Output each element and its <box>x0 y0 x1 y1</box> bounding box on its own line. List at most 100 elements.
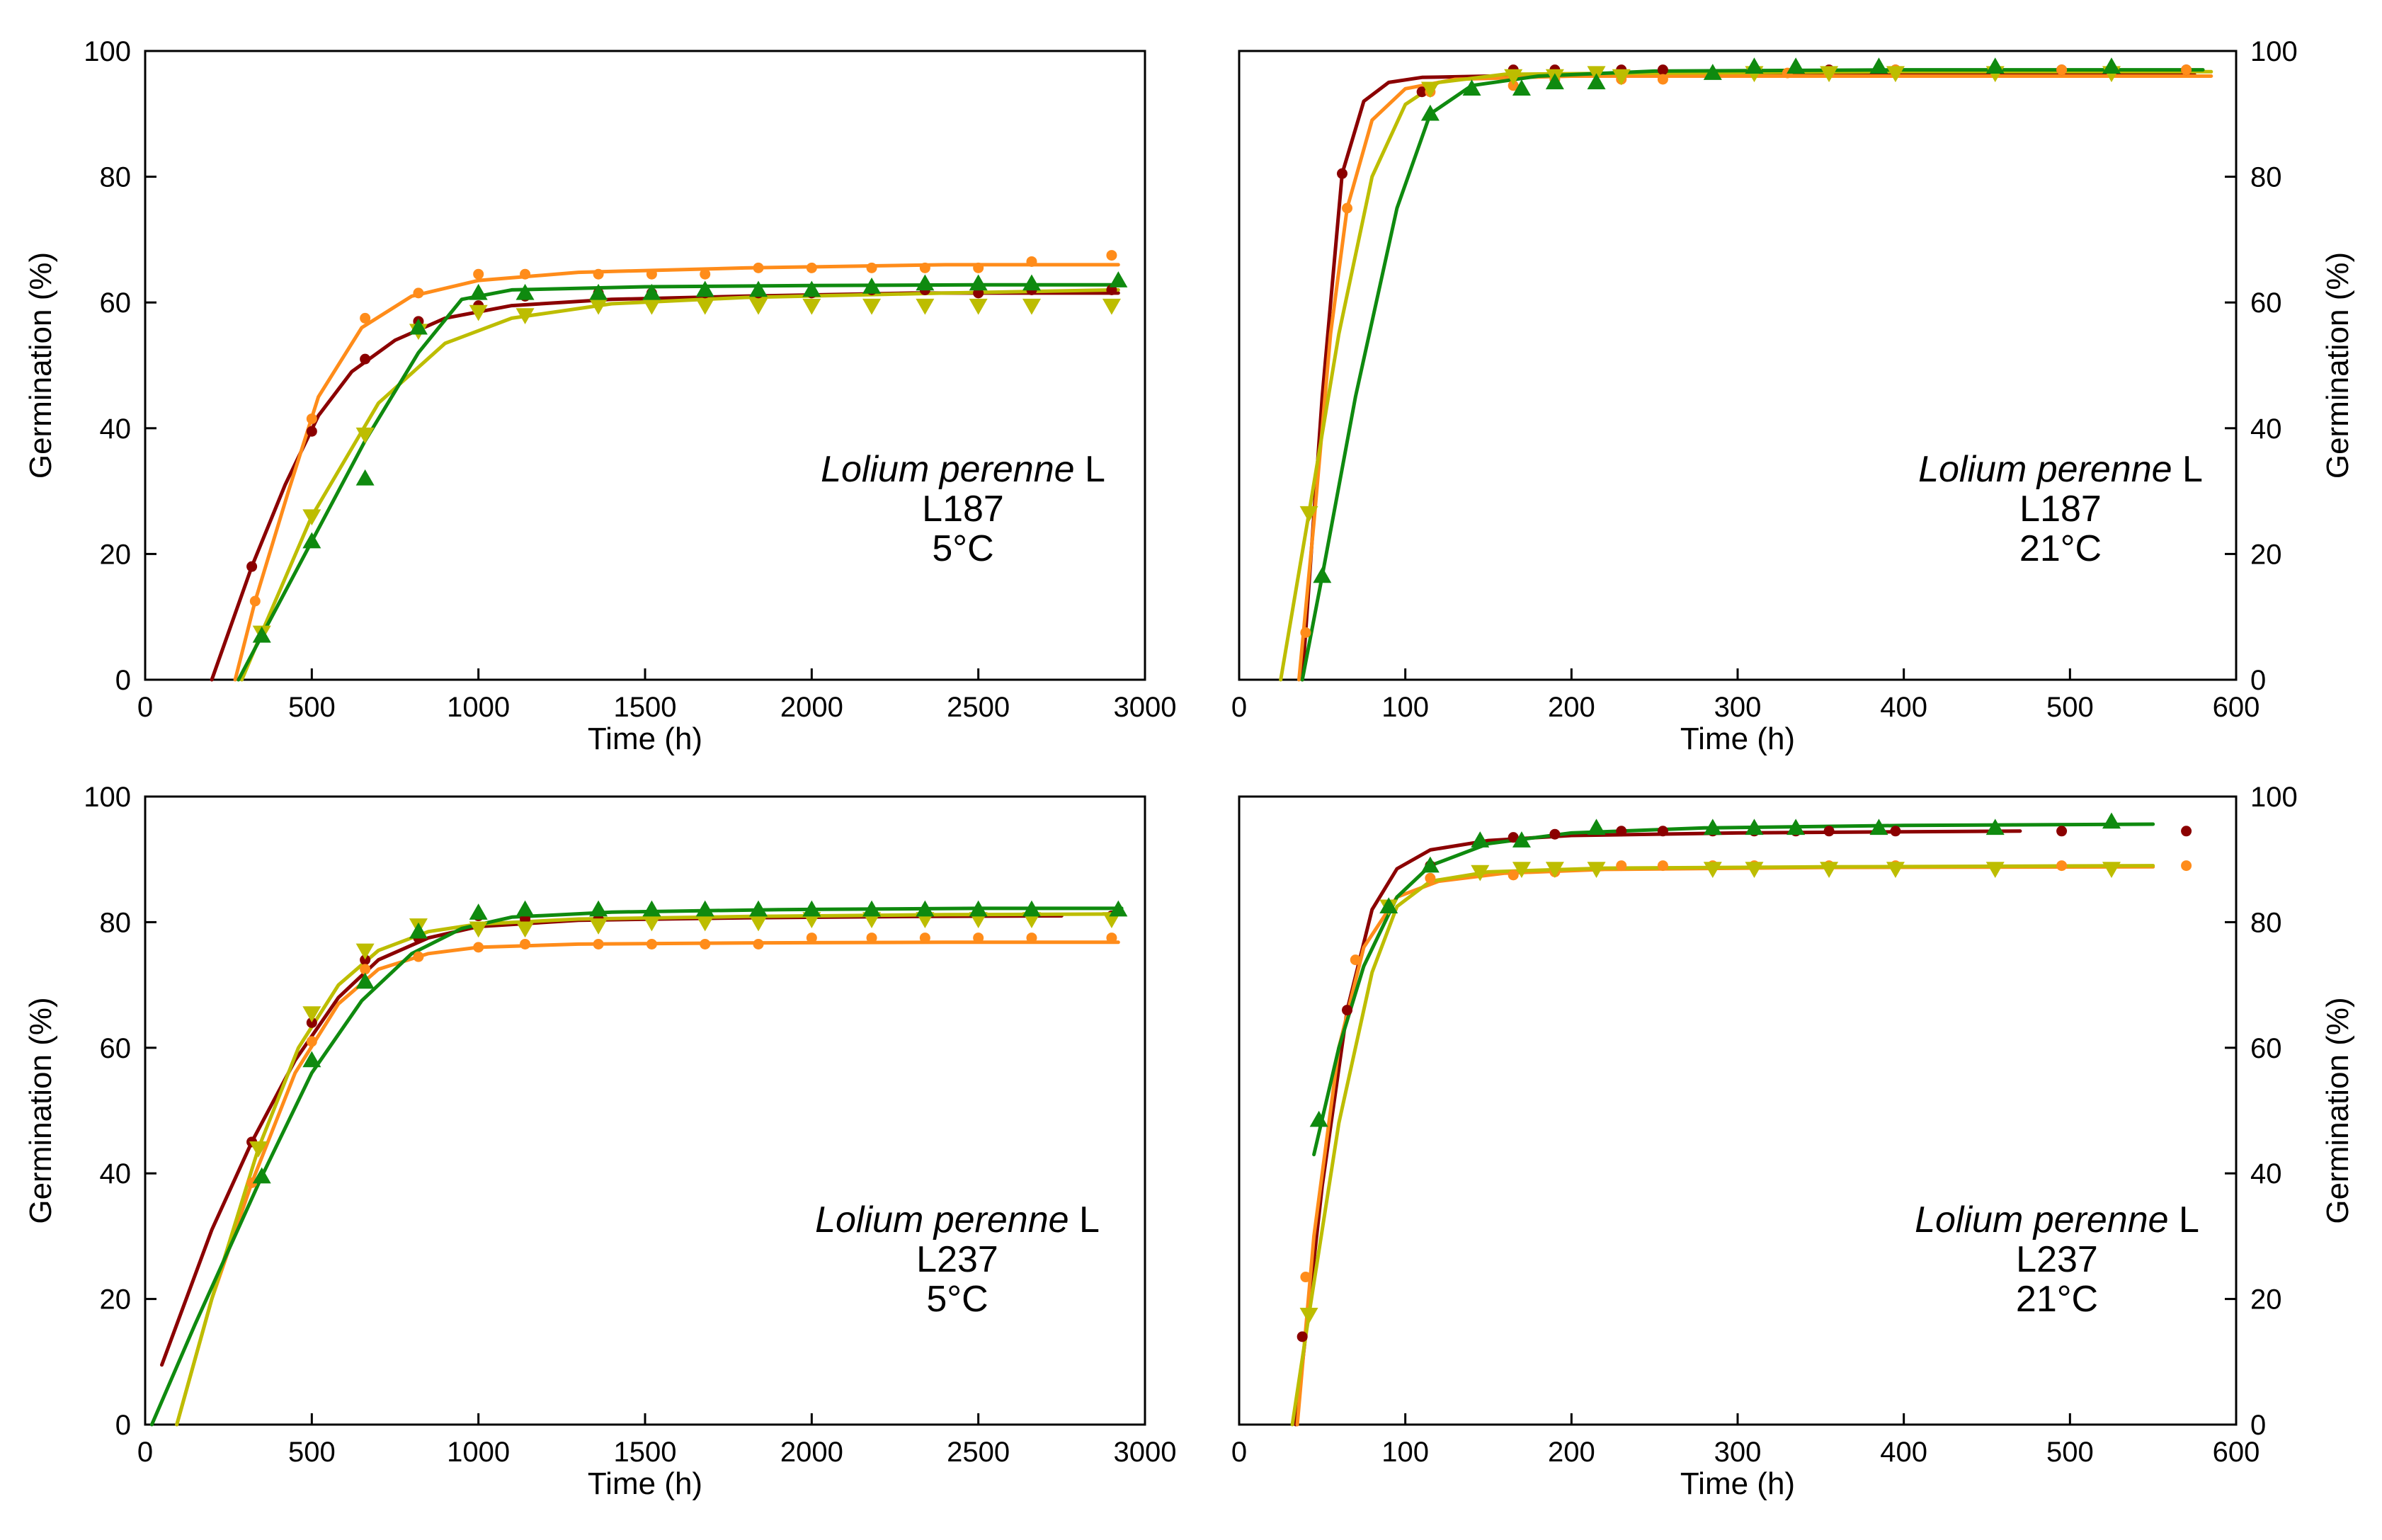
chart-3-series-green-point-8 <box>642 900 661 917</box>
chart-3-series-green-point-13 <box>916 900 935 917</box>
chart-2-x-tick-label-500: 500 <box>2046 692 2094 723</box>
chart-4-series-dark-red-point-5 <box>1549 828 1561 840</box>
chart-1-series-yellow-green-point-10 <box>749 298 768 315</box>
chart-4-x-tick-label-200: 200 <box>1548 1437 1595 1468</box>
chart-1-x-tick-label-0: 0 <box>137 692 153 723</box>
chart-3-series-orange-point-16 <box>1106 932 1117 944</box>
chart-1-series-orange-point-3 <box>360 312 371 324</box>
chart-panel-1: 0 500 1000 1500 2000 2500 3000 0 20 40 60 80 100 Time… <box>23 36 1176 756</box>
chart-3-series-orange-point-13 <box>919 932 930 944</box>
chart-4-series-yellow-green-point-9 <box>1820 862 1839 879</box>
chart-2-plot-frame <box>1238 50 2238 681</box>
chart-3-series-yellow-green-point-9 <box>695 915 714 932</box>
chart-1-series-green-point-13 <box>916 274 935 291</box>
chart-4-series-yellow-green-point-7 <box>1703 862 1722 879</box>
chart-1-series-orange-point-2 <box>306 413 317 424</box>
chart-3-series-orange-point-5 <box>473 942 484 953</box>
chart-panel-3: 0 500 1000 1500 2000 2500 3000 0 20 40 60 80 100 Time… <box>23 782 1176 1501</box>
chart-3-series-orange-point-4 <box>413 951 424 962</box>
chart-4-series-yellow-green-point-6 <box>1587 862 1606 879</box>
chart-2-title-line: L187 <box>2019 489 2102 530</box>
chart-2-x-axis-label: Time (h) <box>1680 721 1795 756</box>
chart-3-y-axis-label: Germination (%) <box>23 997 58 1224</box>
chart-1-series-green-point-7 <box>589 283 608 300</box>
chart-2-series-dark-red-curve <box>1300 73 2196 682</box>
chart-2-series-green-point-10 <box>1869 57 1888 74</box>
chart-1-y-tick-label-40: 40 <box>100 413 132 445</box>
chart-1-y-tick-label-80: 80 <box>100 162 132 193</box>
chart-1-series-orange-point-11 <box>806 262 817 273</box>
chart-4-series-dark-red-point-13 <box>2056 826 2068 837</box>
chart-1-series-yellow-green-point-3 <box>355 427 375 444</box>
chart-3-series-yellow-green-curve <box>175 912 1120 1427</box>
chart-3-series-orange-point-1 <box>246 1177 258 1189</box>
chart-3-y-tick-label-0: 0 <box>115 1410 131 1441</box>
chart-4-series-green-point-9 <box>1786 819 1806 835</box>
chart-1-x-tick-label-1500: 1500 <box>614 692 677 723</box>
chart-3-series-yellow-green-point-7 <box>589 918 608 935</box>
chart-3-series-green-point-6 <box>515 900 535 917</box>
chart-2-y-tick-label-100: 100 <box>2250 36 2298 67</box>
chart-1-y-axis-label: Germination (%) <box>23 252 58 479</box>
chart-1-series-green-point-15 <box>1022 274 1041 291</box>
chart-3-series-green-point-11 <box>802 900 821 917</box>
chart-4-title-species-name: Lolium perenne <box>1915 1199 2168 1240</box>
chart-4-series-green-curve <box>1312 822 2155 1157</box>
chart-1-series-green-point-3 <box>355 469 375 486</box>
chart-2-series-orange-point-7 <box>1657 74 1668 85</box>
chart-4-series-orange-point-4 <box>1508 869 1519 881</box>
chart-3-title-temperature: 5°C <box>926 1279 988 1320</box>
chart-4-x-tick-label-100: 100 <box>1381 1437 1429 1468</box>
chart-2-series-green-point-11 <box>1985 57 2005 74</box>
chart-1-series-yellow-green-point-2 <box>302 509 321 526</box>
chart-4-series-dark-red-point-12 <box>1890 826 1901 837</box>
chart-1-x-tick-label-1000: 1000 <box>447 692 510 723</box>
chart-1-series-yellow-green-curve <box>240 287 1120 682</box>
chart-3-series-green-point-5 <box>469 903 488 920</box>
chart-1-series-green-point-1 <box>252 626 271 643</box>
chart-1-series-yellow-green-point-9 <box>695 298 714 315</box>
chart-4-y-tick-label-80: 80 <box>2250 907 2282 938</box>
chart-4-series-orange-curve <box>1295 865 2155 1427</box>
chart-3-series-dark-red-point-2 <box>306 1017 317 1028</box>
chart-2-series-green-point-5 <box>1545 73 1564 90</box>
chart-4-y-tick-label-60: 60 <box>2250 1033 2282 1064</box>
chart-1-series-orange-point-16 <box>1106 250 1117 261</box>
chart-3-title-species-author: L <box>1069 1199 1100 1240</box>
chart-1-series-yellow-green-point-8 <box>642 298 661 315</box>
chart-2-series-dark-red-point-1 <box>1336 168 1347 179</box>
chart-3-series-green-point-15 <box>1022 900 1041 917</box>
chart-1-series-orange-point-8 <box>646 268 657 280</box>
chart-1-series-orange-point-10 <box>753 262 764 273</box>
chart-4-series-green-point-4 <box>1471 831 1490 848</box>
chart-2-series-green-curve <box>1300 68 2205 682</box>
chart-4-plot-frame <box>1238 795 2238 1426</box>
chart-1-y-tick-label-100: 100 <box>84 36 131 67</box>
chart-1-series-green-point-12 <box>862 278 882 294</box>
chart-1-series-dark-red-point-1 <box>246 561 258 572</box>
chart-4-series-orange-point-3 <box>1425 872 1436 884</box>
chart-1-title-species: Lolium perenne L <box>821 449 1105 490</box>
chart-3-series-orange-point-3 <box>360 964 371 975</box>
chart-1-series-orange-point-14 <box>973 262 984 273</box>
chart-4-x-tick-label-500: 500 <box>2046 1437 2094 1468</box>
chart-1-series-yellow-green-point-14 <box>969 298 988 315</box>
chart-2-title-temperature: 21°C <box>2019 528 2102 569</box>
chart-2-x-tick-label-300: 300 <box>1714 692 1762 723</box>
chart-2-series-yellow-green-point-3 <box>1504 69 1523 86</box>
chart-1-series-yellow-green-point-15 <box>1022 298 1041 315</box>
chart-2-series-green-point-12 <box>2102 57 2121 74</box>
chart-4-title-line: L237 <box>2016 1239 2098 1280</box>
chart-3-series-yellow-green-point-6 <box>515 921 535 938</box>
chart-1-series-yellow-green-point-13 <box>916 298 935 315</box>
chart-4-series-green-point-7 <box>1703 819 1722 835</box>
chart-2-title-species-author: L <box>2172 449 2203 490</box>
chart-4-series-dark-red-point-11 <box>1823 826 1835 837</box>
chart-4-x-tick-label-300: 300 <box>1714 1437 1762 1468</box>
chart-2-series-orange-point-2 <box>1342 203 1353 214</box>
chart-1-series-orange-point-5 <box>473 268 484 280</box>
chart-2-series-yellow-green-point-9 <box>1886 66 1905 83</box>
chart-4-series-green-point-6 <box>1587 819 1606 835</box>
chart-3-y-tick-label-20: 20 <box>100 1284 132 1316</box>
chart-3-series-yellow-green-point-3 <box>355 943 375 960</box>
